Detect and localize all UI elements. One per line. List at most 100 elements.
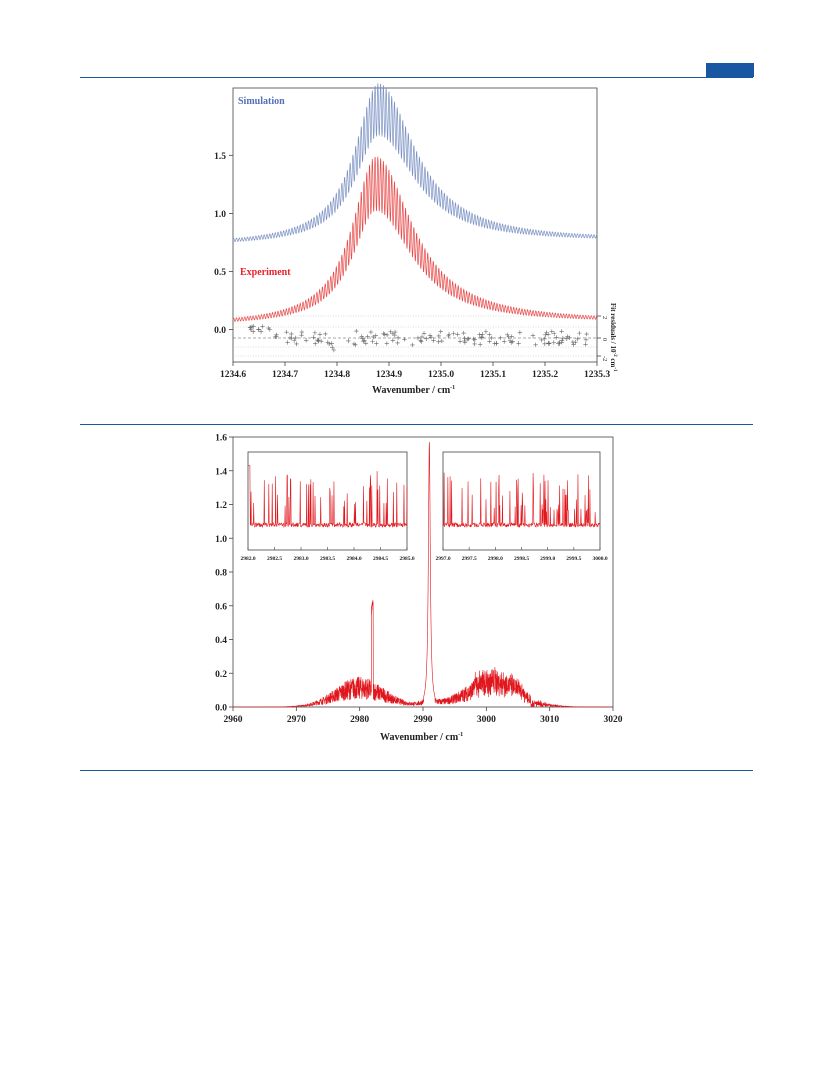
fig1-residual-marker	[428, 335, 434, 340]
fig1-residual-marker	[381, 331, 386, 336]
fig2-xtick-label: 2960	[224, 715, 243, 725]
fig1-residual-marker	[326, 341, 332, 347]
fig1-residual-marker	[559, 329, 564, 334]
fig1-residual-marker	[294, 341, 299, 347]
fig1-residual-marker	[384, 332, 390, 338]
fig1-residual-marker	[530, 333, 536, 338]
fig2-inset-tick-label: 2999.5	[566, 556, 581, 562]
fig1-residual-marker	[472, 337, 478, 343]
fig1-residual-marker	[461, 330, 466, 336]
fig2-xtick-label: 3000	[477, 715, 496, 725]
fig1-residual-marker	[317, 332, 323, 337]
fig1-xtick-label: 1234.7	[272, 370, 298, 380]
fig1-residual-marker	[583, 337, 589, 343]
fig1-residual-marker	[431, 338, 436, 343]
fig1-xtick-label: 1235.1	[480, 370, 506, 380]
fig1-residual-marker	[506, 334, 511, 340]
fig1-residual-marker	[477, 332, 482, 337]
fig1-residual-marker	[361, 338, 366, 344]
fig1-residual-marker	[479, 334, 485, 340]
fig1-residual-marker	[311, 335, 316, 340]
fig1-residual-marker	[575, 336, 580, 342]
fig1-residual-marker	[354, 328, 359, 334]
fig1-residual-marker	[544, 330, 549, 335]
fig2-inset-series	[248, 465, 408, 529]
fig1-residual-marker	[251, 329, 256, 334]
fig1-residual-marker	[478, 335, 484, 340]
fig2-spectrum-line	[232, 442, 614, 708]
fig2-xtick-label: 3020	[604, 715, 623, 725]
fig1-residual-marker	[248, 327, 254, 333]
fig1-plot-frame	[232, 87, 598, 363]
fig1-residual-marker	[266, 325, 271, 331]
fig1-residual-marker	[351, 341, 357, 347]
fig2-ytick-label: 0.0	[215, 704, 227, 714]
fig1-residual-marker	[539, 337, 544, 343]
fig1-residual-marker	[419, 334, 425, 340]
fig2-inset-series	[442, 472, 601, 528]
fig1-residual-marker	[549, 329, 555, 334]
fig1-residual-marker	[323, 331, 328, 337]
fig2-ytick-label: 1.6	[215, 434, 227, 444]
fig1-residual-marker	[517, 330, 523, 335]
fig1-residual-marker	[258, 329, 264, 334]
fig1-residual-marker	[472, 341, 477, 347]
fig1-residual-marker	[395, 340, 400, 346]
fig1-residual-marker	[289, 331, 294, 337]
fig2-inset-tick-label: 2983.0	[293, 556, 308, 562]
fig1-residual-marker	[559, 338, 565, 343]
fig1-residual-marker	[418, 338, 423, 343]
fig1-residual-marker	[542, 336, 547, 342]
fig2-ytick-label: 0.4	[215, 636, 227, 646]
fig1-residual-marker	[260, 324, 265, 329]
fig1-residual-marker	[424, 336, 429, 342]
fig1-residual-marker	[471, 336, 476, 342]
fig1-residual-marker	[557, 340, 562, 345]
fig2-inset-tick-label: 2997.5	[462, 556, 477, 562]
fig1-xtick-label: 1234.8	[324, 370, 350, 380]
fig1-residual-marker	[299, 332, 304, 338]
fig1-simulation-series-line	[232, 83, 598, 243]
fig1-residual-marker	[390, 338, 396, 343]
middle-rule	[80, 424, 753, 426]
fig1-residual-marker	[362, 338, 367, 343]
fig2-inset-tick-label: 2999.0	[540, 556, 555, 562]
fig1-residual-marker	[388, 329, 393, 335]
fig1-residual-marker	[451, 331, 456, 336]
fig1-ytick-label: 0.5	[214, 268, 226, 278]
fig1-residual-marker	[570, 339, 576, 345]
fig1-residual-marker	[370, 339, 375, 344]
fig1-residual-marker	[466, 336, 471, 341]
fig1-residual-marker	[330, 345, 335, 350]
fig1-residual-marker	[546, 340, 551, 346]
fig2-xtick-label: 2970	[287, 715, 306, 725]
fig1-xtick-label: 1234.6	[220, 370, 246, 380]
fig2-inset-right-frame	[442, 451, 601, 551]
fig1-residual-marker	[439, 338, 444, 344]
fig1-residual-marker	[509, 334, 514, 339]
fig1-simulation-series	[232, 83, 598, 243]
fig1-ytick-label: 1.5	[214, 152, 226, 162]
fig2-inset-tick-label: 2998.0	[488, 556, 503, 562]
fig1-residual-marker	[455, 332, 460, 337]
fig1-residual-marker	[365, 334, 370, 339]
fig2-ytick-label: 1.4	[215, 467, 227, 477]
fig2-inset-tick-label: 2982.5	[267, 556, 282, 562]
fig2-xtick-label: 3010	[540, 715, 559, 725]
bottom-rule	[80, 770, 753, 772]
fig1-residual-marker	[285, 340, 290, 345]
fig1-right-tick-label: -2	[601, 356, 608, 361]
fig1-legend-experiment: Experiment	[240, 267, 291, 278]
fig1-xlabel: Wavenumber / cm-1	[372, 385, 455, 396]
fig2-inset-tick-label: 2982.0	[240, 556, 255, 562]
fig1-residual-marker	[303, 338, 309, 343]
fig1-ytick-label: 1.0	[214, 210, 226, 220]
fig2-ytick-label: 0.6	[215, 602, 227, 612]
fig1-residual-marker	[487, 332, 492, 337]
fig1-residual-marker	[331, 347, 337, 353]
fig1-residual-marker	[583, 342, 588, 347]
fig1-experiment-series-line	[232, 156, 598, 322]
fig2-inset-left-frame	[247, 451, 408, 551]
fig2-inset-tick-label: 2997.0	[435, 556, 450, 562]
